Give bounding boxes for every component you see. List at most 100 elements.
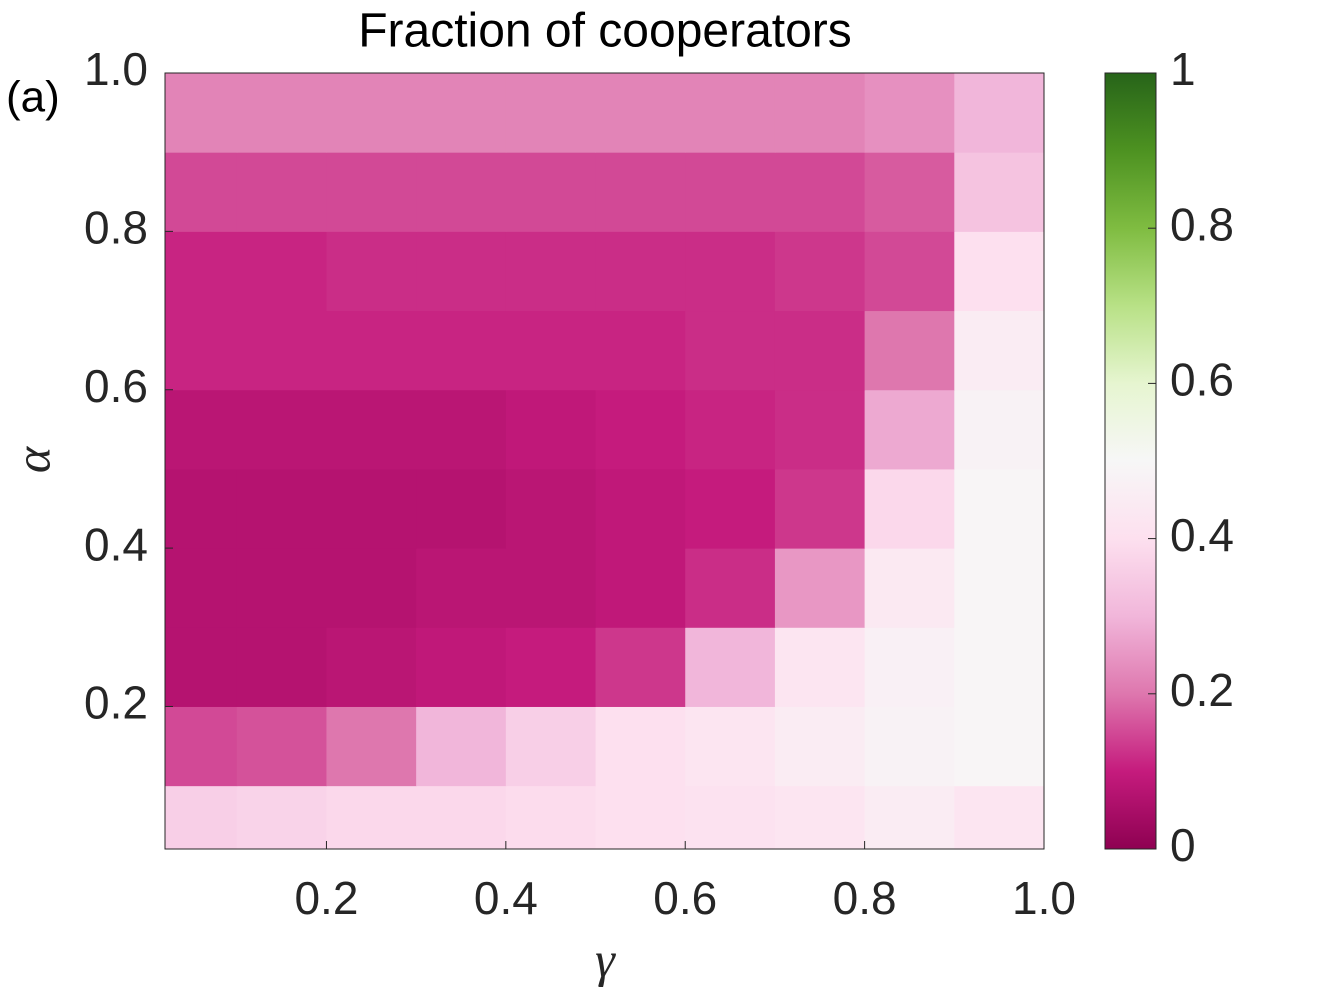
colorbar-tick-label: 0.8 [1170,198,1234,250]
heatmap-cell [864,73,955,153]
heatmap-cell [236,706,327,787]
x-tick-label: 0.4 [474,872,538,924]
y-axis-label: α [4,445,60,473]
heatmap-cell [236,389,327,470]
heatmap-cell [416,627,507,707]
x-axis-label: γ [595,931,616,987]
heatmap-cell [165,706,238,787]
heatmap-cell [954,231,1045,312]
heatmap-cell [774,548,866,628]
y-tick-label: 0.8 [84,202,148,254]
heatmap-cell [505,310,597,391]
heatmap-cell [165,152,238,232]
heatmap-cell [165,548,238,628]
heatmap-cell [505,231,597,312]
heatmap-cell [685,389,776,470]
heatmap-cell [165,73,238,153]
heatmap-cell [954,73,1045,153]
heatmap-cell [595,785,686,850]
heatmap-cell [326,706,417,787]
heatmap-cell [416,548,507,628]
heatmap-cell [165,389,238,470]
heatmap-cell [236,310,327,391]
heatmap-cell [954,706,1045,787]
heatmap-cell [685,310,776,391]
heatmap-cell [326,548,417,628]
heatmap-cell [236,231,327,312]
heatmap-cell [864,548,955,628]
heatmap-cell [505,548,597,628]
y-tick-label: 0.2 [84,677,148,729]
heatmap-cell [505,468,597,549]
heatmap-cell [864,468,955,549]
y-tick-label: 1.0 [84,43,148,95]
heatmap-cell [416,152,507,232]
colorbar-tick-label: 0.4 [1170,509,1234,561]
heatmap-cell [954,468,1045,549]
heatmap-cell [595,627,686,707]
heatmap-cell [505,152,597,232]
x-tick-label: 1.0 [1012,872,1076,924]
heatmap-cell [774,468,866,549]
heatmap-cell [685,785,776,850]
heatmap-cell [326,389,417,470]
heatmap-cell [165,468,238,549]
heatmap-cell [774,389,866,470]
heatmap-cell [165,231,238,312]
heatmap-cell [685,627,776,707]
heatmap-cell [595,152,686,232]
colorbar-tick-label: 1 [1170,43,1196,95]
colorbar-tick-label: 0.6 [1170,354,1234,406]
heatmap-cell [774,785,866,850]
heatmap-cell [416,468,507,549]
heatmap-cell [685,231,776,312]
colorbar-tick-label: 0 [1170,819,1196,871]
colorbar-tick-label: 0.2 [1170,664,1234,716]
heatmap-cell [236,785,327,850]
heatmap-cell [864,231,955,312]
heatmap-cell [954,310,1045,391]
heatmap-cell [416,389,507,470]
heatmap-cell [954,389,1045,470]
heatmap-cell [685,548,776,628]
heatmap-cell [595,548,686,628]
heatmap-cell [685,706,776,787]
heatmap-cell [165,627,238,707]
heatmap-cell [774,231,866,312]
heatmap-cell [595,706,686,787]
x-tick-label: 0.2 [294,872,358,924]
heatmap-cell [864,310,955,391]
heatmap-cell [326,152,417,232]
heatmap-cell [954,785,1045,850]
heatmap-cell [954,627,1045,707]
panel-label: (a) [6,73,60,122]
heatmap-cell [595,231,686,312]
heatmap-cell [505,389,597,470]
heatmap-cell [774,152,866,232]
heatmap-cell [326,73,417,153]
y-tick-label: 0.4 [84,518,148,570]
y-tick-label: 0.6 [84,360,148,412]
heatmap-cell [505,627,597,707]
heatmap-cell [864,389,955,470]
heatmap-cell [685,468,776,549]
heatmap-cell [165,310,238,391]
heatmap-cell [416,310,507,391]
heatmap-cell [595,73,686,153]
heatmap-cell [236,73,327,153]
heatmap-cell [685,73,776,153]
heatmap-cell [954,152,1045,232]
colorbar [1104,72,1157,850]
heatmap-cell [326,468,417,549]
heatmap-cell [774,73,866,153]
heatmap-cell [774,627,866,707]
heatmap-cell [416,785,507,850]
heatmap-cell [595,389,686,470]
heatmap-cell [864,152,955,232]
heatmap-cell [864,785,955,850]
heatmap-cell [595,468,686,549]
heatmap-cell [685,152,776,232]
heatmap-cell [236,627,327,707]
heatmap-cell [236,152,327,232]
